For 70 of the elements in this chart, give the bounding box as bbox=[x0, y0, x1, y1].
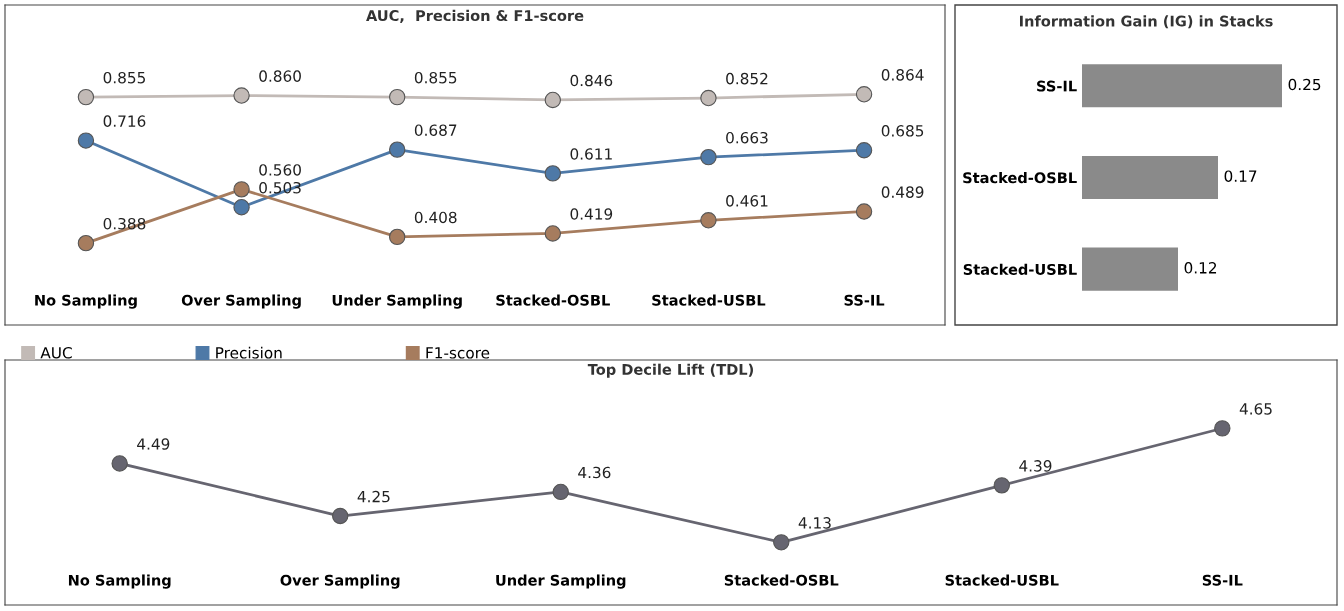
data-label: 0.852 bbox=[726, 72, 768, 85]
point bbox=[1214, 420, 1231, 437]
point bbox=[544, 165, 562, 182]
point bbox=[855, 142, 873, 159]
point bbox=[233, 181, 250, 198]
data-label: 4.25 bbox=[357, 490, 390, 503]
data-label: 0.408 bbox=[414, 211, 457, 224]
data-label: 4.13 bbox=[798, 517, 831, 529]
legend-label: F1-score bbox=[426, 347, 490, 359]
point bbox=[552, 483, 569, 501]
data-label: 0.17 bbox=[1224, 170, 1257, 182]
point bbox=[855, 203, 873, 220]
point bbox=[700, 89, 717, 107]
x-tick-label: Stacked-OSBL bbox=[496, 294, 610, 306]
data-label: 0.716 bbox=[103, 115, 146, 127]
data-label: 0.560 bbox=[259, 164, 301, 176]
point bbox=[388, 141, 406, 158]
chart-title: AUC, Precision & F1-score bbox=[366, 9, 584, 23]
point bbox=[77, 88, 95, 106]
point bbox=[700, 212, 717, 229]
x-tick-label: Over Sampling bbox=[280, 574, 400, 589]
data-label: 0.12 bbox=[1184, 262, 1217, 274]
data-label: 0.846 bbox=[570, 74, 613, 87]
data-label: 0.663 bbox=[726, 131, 768, 144]
point bbox=[388, 228, 406, 246]
x-tick-label: No Sampling bbox=[35, 294, 137, 309]
legend-label: Precision bbox=[216, 346, 282, 359]
y-tick-label: SS-IL bbox=[1037, 80, 1077, 92]
point bbox=[332, 507, 349, 525]
data-label: 0.611 bbox=[570, 148, 612, 160]
point bbox=[700, 148, 717, 166]
x-tick-label: No Sampling bbox=[68, 574, 171, 589]
point bbox=[544, 225, 562, 242]
data-label: 0.687 bbox=[414, 124, 457, 136]
y-tick-label: Stacked-OSBL bbox=[963, 171, 1077, 184]
x-tick-label: Stacked-USBL bbox=[652, 294, 766, 306]
data-label: 0.489 bbox=[881, 186, 924, 198]
point bbox=[388, 88, 406, 106]
point bbox=[233, 87, 250, 104]
x-tick-label: Under Sampling bbox=[496, 574, 626, 589]
data-label: 0.855 bbox=[414, 71, 457, 84]
point bbox=[773, 534, 790, 551]
data-label: 4.39 bbox=[1019, 460, 1052, 472]
point bbox=[993, 477, 1010, 494]
point bbox=[77, 132, 95, 149]
point bbox=[544, 91, 562, 109]
y-tick-label: Stacked-USBL bbox=[963, 263, 1077, 275]
data-label: 0.860 bbox=[259, 70, 301, 82]
data-label: 4.36 bbox=[578, 466, 611, 479]
point bbox=[233, 198, 250, 216]
data-label: 4.65 bbox=[1239, 403, 1272, 415]
chart-title: Top Decile Lift (TDL) bbox=[587, 363, 753, 378]
point bbox=[77, 234, 95, 252]
legend-label: AUC bbox=[40, 347, 72, 359]
chart-title: Information Gain (IG) in Stacks bbox=[1019, 15, 1273, 29]
point bbox=[111, 455, 128, 472]
x-tick-label: Stacked-USBL bbox=[945, 574, 1059, 586]
data-label: 0.419 bbox=[570, 208, 613, 220]
x-tick-label: Over Sampling bbox=[181, 294, 301, 309]
data-label: 0.461 bbox=[726, 195, 768, 207]
point bbox=[855, 86, 873, 103]
data-label: 0.685 bbox=[881, 125, 924, 137]
x-tick-label: Under Sampling bbox=[332, 294, 462, 309]
data-label: 4.49 bbox=[137, 438, 170, 450]
data-label: 0.855 bbox=[103, 71, 145, 84]
x-tick-label: SS-IL bbox=[1202, 574, 1243, 586]
data-label: 0.25 bbox=[1288, 78, 1321, 91]
x-tick-label: Stacked-OSBL bbox=[724, 574, 839, 586]
data-label: 0.864 bbox=[881, 69, 924, 81]
x-tick-label: SS-IL bbox=[844, 294, 885, 306]
